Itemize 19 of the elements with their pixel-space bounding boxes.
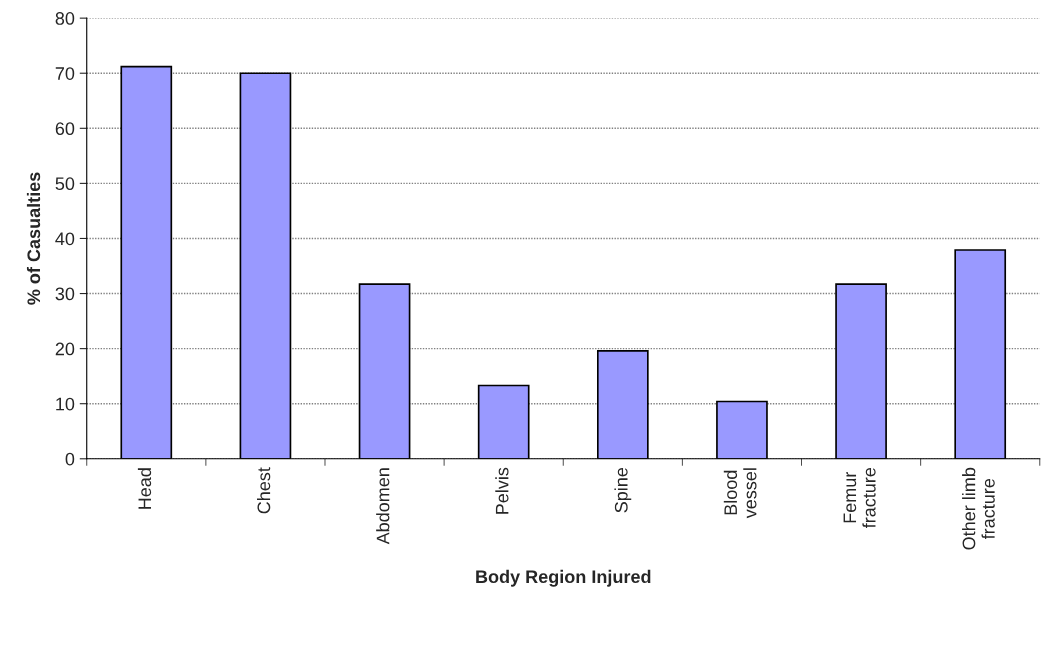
x-tick-label: Other limb fracture [962,467,995,550]
y-tick-label: 50 [55,177,75,191]
x-tick-label: Blood vessel [723,468,757,519]
y-axis-title: % of Casualties [26,172,41,305]
y-tick-label: 80 [55,12,75,25]
x-tick-label: Pelvis [495,467,509,514]
x-tick-label: Chest [257,467,271,514]
y-tick-label: 60 [55,122,75,136]
y-tick-label: 10 [56,397,75,411]
x-tick-label: Spine [614,467,632,513]
y-tick-label: 30 [55,287,75,301]
x-axis-title: Body Region Injured [476,569,651,587]
y-tick-label: 70 [55,67,75,80]
x-tick-label: Head [137,468,152,509]
y-tick-label: 20 [55,342,75,356]
y-tick-label: 0 [65,452,75,466]
y-tick-label: 40 [55,232,75,246]
x-tick-label: Abdomen [376,468,390,545]
x-tick-label: Femur fracture [843,467,876,529]
